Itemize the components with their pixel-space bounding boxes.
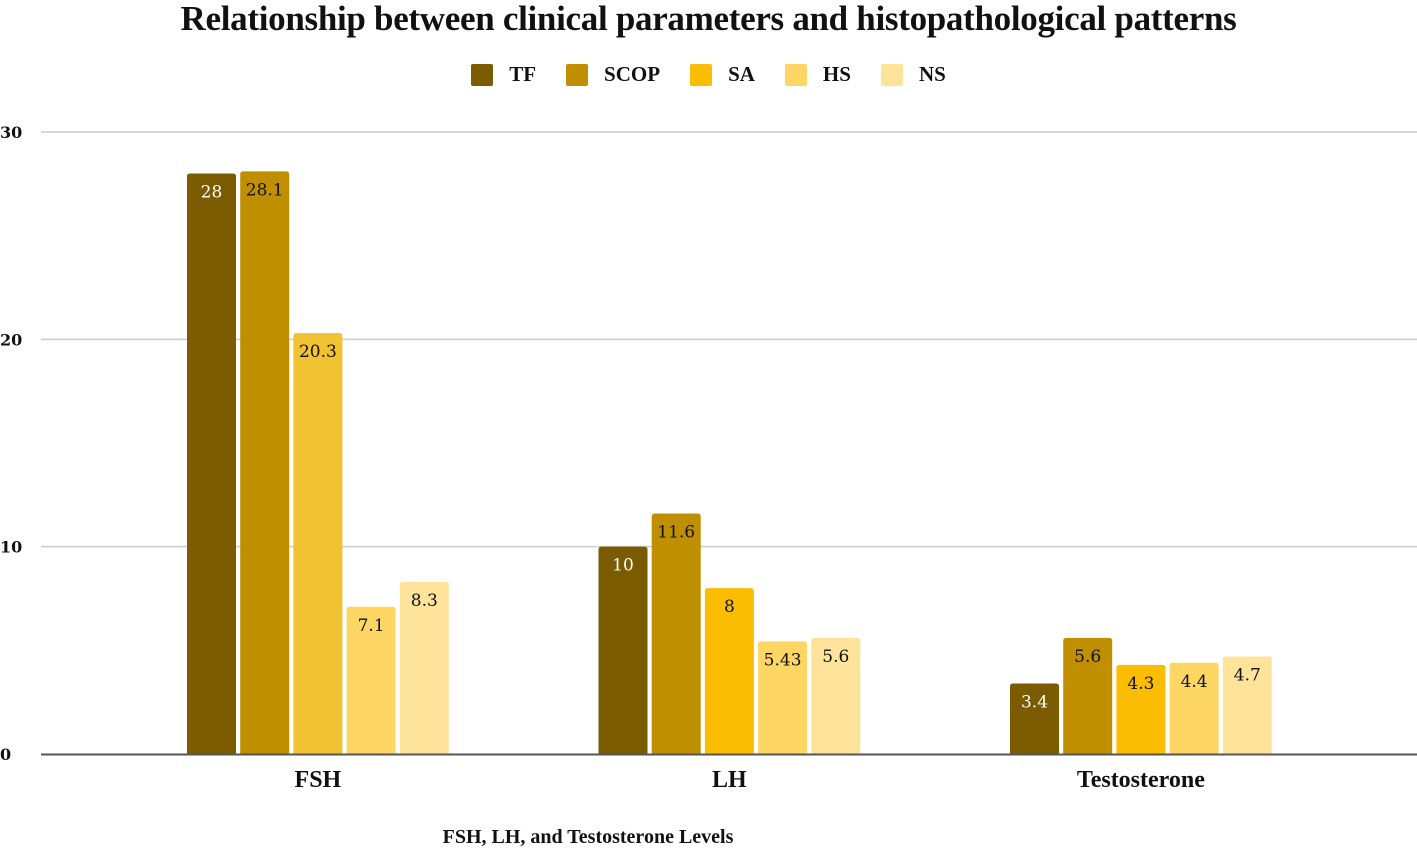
bar-scop-testosterone[interactable] — [1063, 637, 1113, 754]
data-label: 4.4 — [1181, 672, 1208, 692]
data-label: 7.1 — [358, 616, 385, 636]
y-tick-label: 20 — [0, 330, 22, 349]
bar-hs-lh[interactable] — [758, 641, 808, 754]
bar-hs-fsh[interactable] — [346, 606, 396, 754]
x-category-label: FSH — [295, 767, 342, 793]
bar-tf-testosterone[interactable] — [1010, 683, 1059, 754]
legend: TF SCOP SA HS NS — [0, 62, 1417, 87]
legend-swatch-ns — [880, 63, 903, 86]
x-category-label: LH — [712, 767, 747, 793]
legend-swatch-sa — [690, 63, 713, 86]
bar-tf-lh[interactable] — [598, 546, 648, 754]
bar-hs-testosterone[interactable] — [1169, 662, 1219, 754]
chart-title: Relationship between clinical parameters… — [180, 0, 1237, 38]
data-label: 11.6 — [657, 522, 695, 542]
legend-label-ns: NS — [918, 62, 946, 86]
bar-ns-fsh[interactable] — [399, 581, 449, 754]
bar-sa-lh[interactable] — [704, 588, 754, 754]
data-label: 4.3 — [1127, 674, 1154, 694]
bar-scop-lh[interactable] — [651, 513, 701, 754]
bars: 28 28.1 20.3 7.1 8.3 10 11.6 8 5.43 5.6 3.4 5.6 4.3 4… — [187, 171, 1272, 755]
legend-swatch-hs — [784, 63, 807, 86]
legend-item-hs[interactable]: HS — [784, 62, 851, 87]
y-tick-label: 0 — [0, 745, 11, 764]
legend-item-ns[interactable]: NS — [880, 62, 946, 87]
bar-scop-fsh[interactable] — [240, 171, 290, 755]
x-axis-title: FSH, LH, and Testosterone Levels — [443, 826, 734, 848]
bar-sa-testosterone[interactable] — [1116, 664, 1166, 754]
bar-sa-fsh[interactable] — [293, 333, 343, 754]
data-label: 28 — [201, 182, 223, 202]
data-label: 20.3 — [299, 342, 337, 362]
data-label: 5.6 — [822, 647, 849, 667]
data-label: 28.1 — [246, 180, 284, 200]
x-axis-category-labels: FSH LH Testosterone — [295, 767, 1206, 793]
y-tick-label: 10 — [0, 538, 22, 557]
data-label: 3.4 — [1021, 693, 1048, 713]
legend-swatch-tf — [471, 63, 494, 86]
bar-tf-fsh[interactable] — [187, 173, 236, 754]
x-category-label: Testosterone — [1077, 767, 1205, 793]
y-axis-ticks: 0 10 20 30 — [0, 123, 22, 764]
legend-label-scop: SCOP — [604, 62, 661, 86]
legend-swatch-scop — [566, 63, 589, 86]
legend-item-scop[interactable]: SCOP — [566, 62, 660, 87]
data-label: 8 — [724, 597, 735, 617]
legend-item-sa[interactable]: SA — [690, 62, 755, 87]
legend-item-tf[interactable]: TF — [471, 62, 536, 87]
legend-label-tf: TF — [509, 62, 537, 86]
y-tick-label: 30 — [0, 123, 22, 142]
data-label: 4.7 — [1234, 666, 1261, 686]
legend-label-hs: HS — [822, 62, 851, 86]
legend-label-sa: SA — [728, 62, 755, 86]
data-label: 10 — [612, 556, 634, 576]
bar-ns-testosterone[interactable] — [1222, 656, 1272, 754]
data-label: 5.43 — [764, 650, 802, 670]
data-label: 8.3 — [411, 591, 438, 611]
data-label: 5.6 — [1074, 647, 1101, 667]
bar-ns-lh[interactable] — [811, 637, 861, 754]
